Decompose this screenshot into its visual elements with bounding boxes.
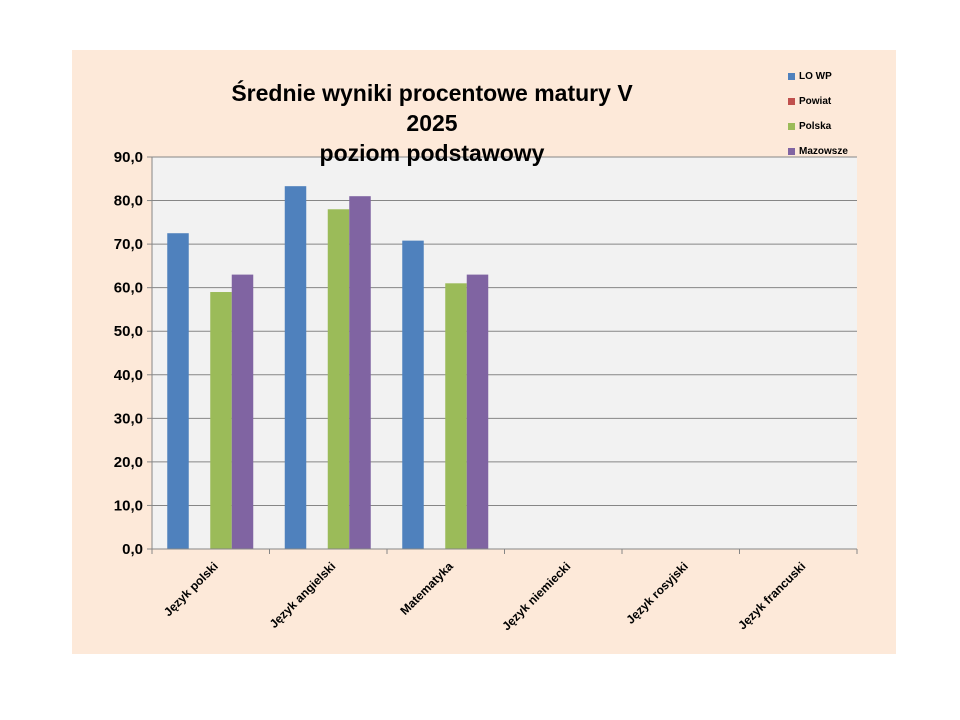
y-tick-label: 70,0 (114, 236, 143, 253)
legend-label: Powiat (799, 96, 832, 107)
legend-label: LO WP (799, 71, 832, 82)
y-tick-label: 0,0 (122, 541, 143, 558)
legend-item: Mazowsze (788, 139, 888, 164)
bar (231, 274, 254, 549)
chart-title: Średnie wyniki procentowe matury V 2025 … (222, 78, 642, 168)
x-tick-label: Język niemiecki (499, 559, 573, 633)
legend-label: Polska (799, 121, 832, 132)
chart-subtitle: poziom podstawowy (319, 140, 545, 166)
x-tick-label: Język polski (161, 559, 221, 619)
bar (284, 186, 307, 549)
bar (466, 274, 489, 549)
legend-swatch (788, 98, 795, 105)
legend-swatch (788, 123, 795, 130)
bar (349, 196, 371, 549)
y-tick-label: 10,0 (114, 497, 143, 514)
bar (167, 233, 189, 549)
y-tick-label: 90,0 (114, 149, 143, 166)
legend-item: Powiat (788, 89, 888, 114)
bar (402, 240, 424, 550)
y-tick-label: 50,0 (114, 323, 143, 340)
y-tick-label: 30,0 (114, 410, 143, 427)
x-tick-label: Język rosyjski (623, 559, 690, 626)
y-tick-label: 60,0 (114, 280, 143, 297)
bar (210, 292, 232, 549)
y-tick-label: 40,0 (114, 367, 143, 384)
bar (445, 283, 467, 549)
legend-label: Mazowsze (799, 146, 848, 157)
legend-swatch (788, 73, 795, 80)
x-tick-label: Język francuski (735, 559, 808, 632)
legend-item: Polska (788, 114, 888, 139)
chart-area: 0,0 10,0 20,0 30,0 40,0 50,0 60,0 70,0 80,0 90,0 J… (72, 50, 896, 654)
bar-chart: 0,0 10,0 20,0 30,0 40,0 50,0 60,0 70,0 80,0 90,0 J… (114, 149, 858, 633)
plot-area (152, 157, 857, 549)
y-tick-label: 80,0 (114, 193, 143, 210)
x-tick-label: Matematyka (397, 559, 456, 618)
x-tick-label: Język angielski (267, 559, 339, 631)
legend-item: LO WP (788, 64, 888, 89)
y-tick-label: 20,0 (114, 454, 143, 471)
chart-title-line1: Średnie wyniki procentowe matury V 2025 (231, 80, 633, 136)
legend: LO WP Powiat Polska Mazowsze (788, 64, 888, 164)
bar (327, 209, 350, 549)
legend-swatch (788, 148, 795, 155)
